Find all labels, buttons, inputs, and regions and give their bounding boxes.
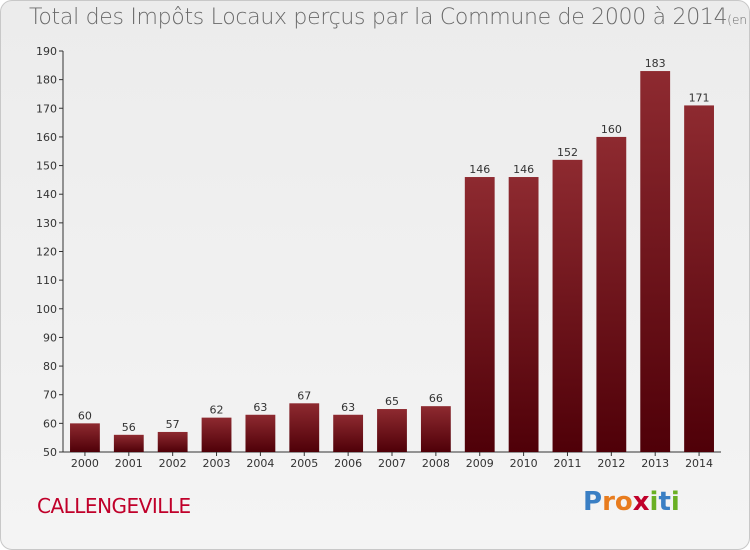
data-label: 56: [122, 421, 136, 434]
y-tick-label: 60: [43, 417, 57, 430]
data-label: 63: [253, 401, 267, 414]
y-tick-label: 70: [43, 389, 57, 402]
data-label: 183: [645, 57, 666, 70]
bar: [508, 177, 539, 452]
data-label: 160: [601, 123, 622, 136]
bar: [245, 414, 276, 452]
y-tick-label: 160: [36, 131, 57, 144]
bar: [201, 417, 232, 452]
y-tick-label: 140: [36, 188, 57, 201]
y-tick-label: 50: [43, 446, 57, 459]
logo-letter: P: [583, 487, 603, 517]
x-tick-label: 2014: [685, 457, 713, 470]
x-tick-label: 2009: [466, 457, 494, 470]
chart-title: Total des Impôts Locaux perçus par la Co…: [29, 5, 749, 30]
logo-letter: i: [649, 487, 659, 517]
logo-letter: x: [632, 487, 650, 517]
data-label: 67: [297, 389, 311, 402]
bar: [289, 403, 320, 452]
y-tick-label: 130: [36, 217, 57, 230]
data-label: 57: [166, 418, 180, 431]
proxiti-logo: Proxiti: [583, 487, 680, 517]
y-tick-label: 180: [36, 74, 57, 87]
bar: [464, 177, 495, 452]
bar: [640, 71, 671, 453]
data-label: 146: [469, 163, 490, 176]
data-label: 146: [513, 163, 534, 176]
bar: [113, 434, 144, 452]
commune-name: CALLENGEVILLE: [37, 494, 191, 518]
bar: [552, 159, 583, 453]
logo-letter: i: [670, 487, 680, 517]
bar: [333, 414, 364, 452]
y-tick-label: 120: [36, 246, 57, 259]
x-tick-label: 2011: [553, 457, 581, 470]
x-tick-label: 2012: [597, 457, 625, 470]
data-label: 66: [429, 392, 443, 405]
x-tick-label: 2001: [115, 457, 143, 470]
y-tick-label: 190: [36, 45, 57, 58]
y-tick-label: 150: [36, 160, 57, 173]
y-tick-label: 100: [36, 303, 57, 316]
data-label: 62: [210, 404, 224, 417]
data-label: 152: [557, 146, 578, 159]
bar: [684, 105, 714, 453]
x-tick-label: 2013: [641, 457, 669, 470]
bar: [377, 409, 407, 452]
bar: [70, 423, 100, 452]
x-tick-label: 2002: [159, 457, 187, 470]
logo-letter: r: [602, 487, 615, 517]
x-tick-label: 2005: [290, 457, 318, 470]
y-tick-label: 90: [43, 331, 57, 344]
x-tick-label: 2000: [71, 457, 99, 470]
y-tick-label: 110: [36, 274, 57, 287]
data-label: 63: [341, 401, 355, 414]
logo-letter: t: [658, 487, 671, 517]
title-unit: (en milliers d'€): [727, 13, 749, 27]
data-label: 65: [385, 395, 399, 408]
logo-letter: o: [614, 487, 633, 517]
x-tick-label: 2003: [203, 457, 231, 470]
y-tick-label: 80: [43, 360, 57, 373]
y-tick-label: 170: [36, 102, 57, 115]
bar: [420, 406, 451, 452]
x-tick-label: 2008: [422, 457, 450, 470]
title-text: Total des Impôts Locaux perçus par la Co…: [29, 5, 728, 30]
bar: [596, 136, 627, 452]
x-tick-label: 2007: [378, 457, 406, 470]
x-tick-label: 2010: [510, 457, 538, 470]
x-tick-label: 2006: [334, 457, 362, 470]
bar: [157, 431, 188, 452]
data-label: 60: [78, 409, 92, 422]
x-tick-label: 2004: [246, 457, 274, 470]
data-label: 171: [689, 91, 710, 104]
